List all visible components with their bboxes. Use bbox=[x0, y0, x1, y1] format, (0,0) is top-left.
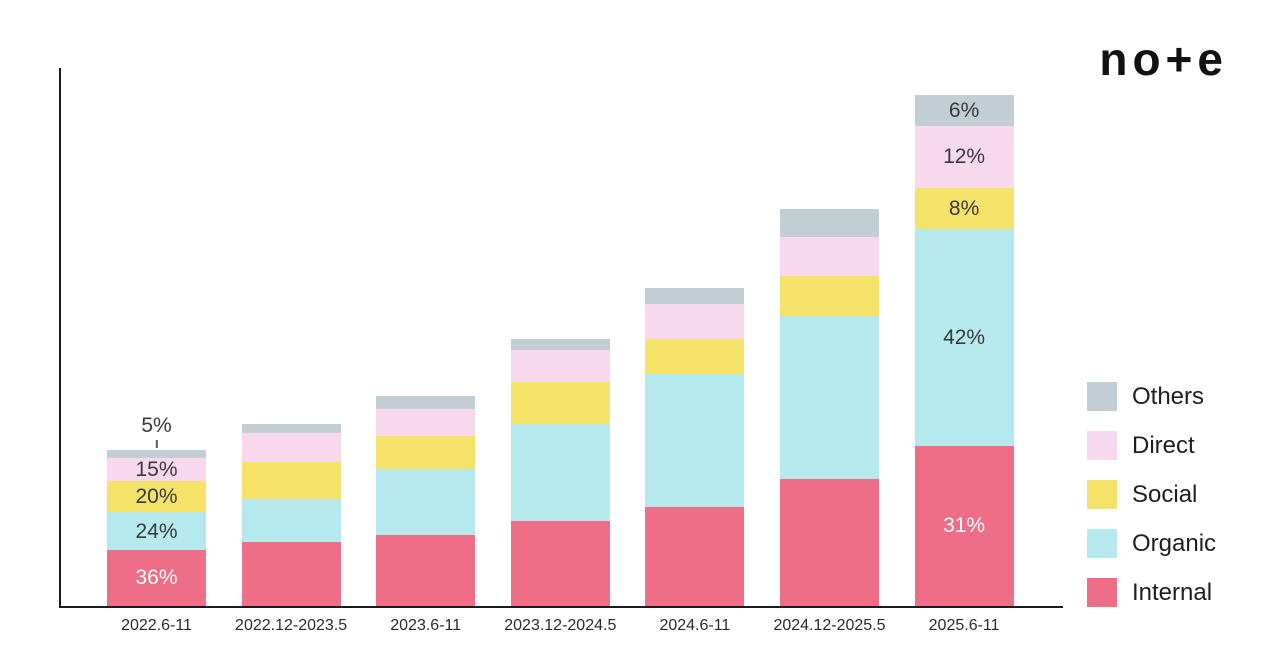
segment-others-2023.12-2024.5 bbox=[510, 339, 610, 350]
segment-organic-2025.6-11: 42% bbox=[914, 229, 1014, 446]
bar-2025.6-11: 6% 12% 8% 42% 31% bbox=[914, 95, 1014, 606]
legend-swatch-social bbox=[1087, 480, 1117, 509]
segment-direct-2023.12-2024.5 bbox=[510, 349, 610, 382]
x-tick-label-2022.6-11: 2022.6-11 bbox=[121, 617, 192, 634]
legend-label-internal: Internal bbox=[1132, 578, 1213, 606]
segment-others-2024.12-2025.5 bbox=[780, 209, 879, 237]
bar-2022.6-11: 15% 20% 24% 36% bbox=[107, 450, 206, 606]
segment-label-internal: 31% bbox=[943, 514, 986, 538]
bar-2024.12-2025.5 bbox=[780, 209, 879, 606]
legend-label-organic: Organic bbox=[1132, 529, 1217, 557]
segment-organic-2022.6-11: 24% bbox=[107, 512, 206, 550]
segment-organic-2023.12-2024.5 bbox=[510, 424, 610, 521]
segment-label-social: 20% bbox=[135, 485, 178, 509]
x-tick-label-2024.6-11: 2024.6-11 bbox=[659, 617, 731, 634]
segment-direct-2022.6-11: 15% bbox=[107, 457, 206, 482]
segment-label-direct: 15% bbox=[135, 457, 178, 481]
bar-2022.12-2023.5 bbox=[241, 424, 341, 606]
segment-label-others: 6% bbox=[948, 98, 980, 122]
above-bar-label-text: 5% bbox=[141, 414, 172, 437]
above-bar-annotation: 5% bbox=[141, 414, 172, 448]
segment-label-internal: 36% bbox=[135, 566, 178, 590]
note-logo: no+e bbox=[1099, 33, 1228, 85]
legend-swatch-internal bbox=[1087, 578, 1117, 607]
segment-label-organic: 42% bbox=[943, 326, 986, 350]
legend-label-others: Others bbox=[1132, 382, 1205, 410]
legend-item-internal: Internal bbox=[1087, 578, 1216, 607]
x-tick-label-2024.12-2025.5: 2024.12-2025.5 bbox=[773, 617, 886, 634]
segment-internal-2023.6-11 bbox=[376, 534, 476, 606]
label-connector-line bbox=[155, 440, 158, 448]
legend-item-direct: Direct bbox=[1087, 431, 1216, 460]
segment-social-2023.12-2024.5 bbox=[510, 381, 610, 425]
segment-organic-2023.6-11 bbox=[376, 469, 476, 535]
legend-label-social: Social bbox=[1132, 480, 1198, 508]
segment-organic-2024.12-2025.5 bbox=[780, 316, 879, 479]
legend-item-others: Others bbox=[1087, 382, 1216, 411]
segment-others-2022.12-2023.5 bbox=[241, 424, 341, 434]
segment-direct-2023.6-11 bbox=[376, 408, 476, 436]
legend-label-direct: Direct bbox=[1132, 431, 1195, 459]
segment-others-2025.6-11: 6% bbox=[914, 95, 1014, 126]
segment-organic-2024.6-11 bbox=[645, 373, 745, 508]
segment-others-2022.6-11 bbox=[107, 450, 206, 458]
legend-item-social: Social bbox=[1087, 480, 1216, 509]
segment-others-2023.6-11 bbox=[376, 396, 476, 409]
segment-label-organic: 24% bbox=[135, 519, 178, 543]
segment-internal-2022.6-11: 36% bbox=[107, 549, 206, 606]
segment-social-2022.6-11: 20% bbox=[107, 481, 206, 513]
x-axis-line bbox=[59, 606, 1063, 608]
bar-2024.6-11 bbox=[645, 288, 745, 606]
segment-social-2024.6-11 bbox=[645, 338, 745, 374]
segment-social-2022.12-2023.5 bbox=[241, 462, 341, 499]
segment-others-2024.6-11 bbox=[645, 288, 745, 304]
segment-internal-2023.12-2024.5 bbox=[510, 520, 610, 606]
segment-organic-2022.12-2023.5 bbox=[241, 498, 341, 543]
segment-label-social: 8% bbox=[948, 197, 980, 221]
legend-swatch-organic bbox=[1087, 529, 1117, 558]
segment-internal-2024.6-11 bbox=[645, 507, 745, 606]
x-tick-label-2025.6-11: 2025.6-11 bbox=[928, 617, 1000, 634]
bar-2023.6-11 bbox=[376, 396, 476, 606]
legend-swatch-direct bbox=[1087, 431, 1117, 460]
y-axis-line bbox=[59, 68, 61, 608]
x-tick-label-2022.12-2023.5: 2022.12-2023.5 bbox=[235, 617, 348, 634]
legend-item-organic: Organic bbox=[1087, 529, 1216, 558]
x-tick-label-2023.6-11: 2023.6-11 bbox=[390, 617, 462, 634]
segment-social-2023.6-11 bbox=[376, 435, 476, 470]
segment-social-2025.6-11: 8% bbox=[914, 187, 1014, 230]
x-tick-label-2023.12-2024.5: 2023.12-2024.5 bbox=[504, 617, 617, 634]
legend: Others Direct Social Organic Internal bbox=[1087, 382, 1216, 627]
segment-direct-2022.12-2023.5 bbox=[241, 433, 341, 463]
segment-direct-2025.6-11: 12% bbox=[914, 125, 1014, 188]
segment-direct-2024.6-11 bbox=[645, 303, 745, 339]
segment-social-2024.12-2025.5 bbox=[780, 276, 879, 317]
legend-swatch-others bbox=[1087, 382, 1117, 411]
segment-label-direct: 12% bbox=[943, 145, 986, 169]
segment-internal-2022.12-2023.5 bbox=[241, 542, 341, 606]
segment-direct-2024.12-2025.5 bbox=[780, 236, 879, 277]
bar-2023.12-2024.5 bbox=[510, 339, 610, 606]
segment-internal-2025.6-11: 31% bbox=[914, 445, 1014, 606]
segment-internal-2024.12-2025.5 bbox=[780, 478, 879, 606]
